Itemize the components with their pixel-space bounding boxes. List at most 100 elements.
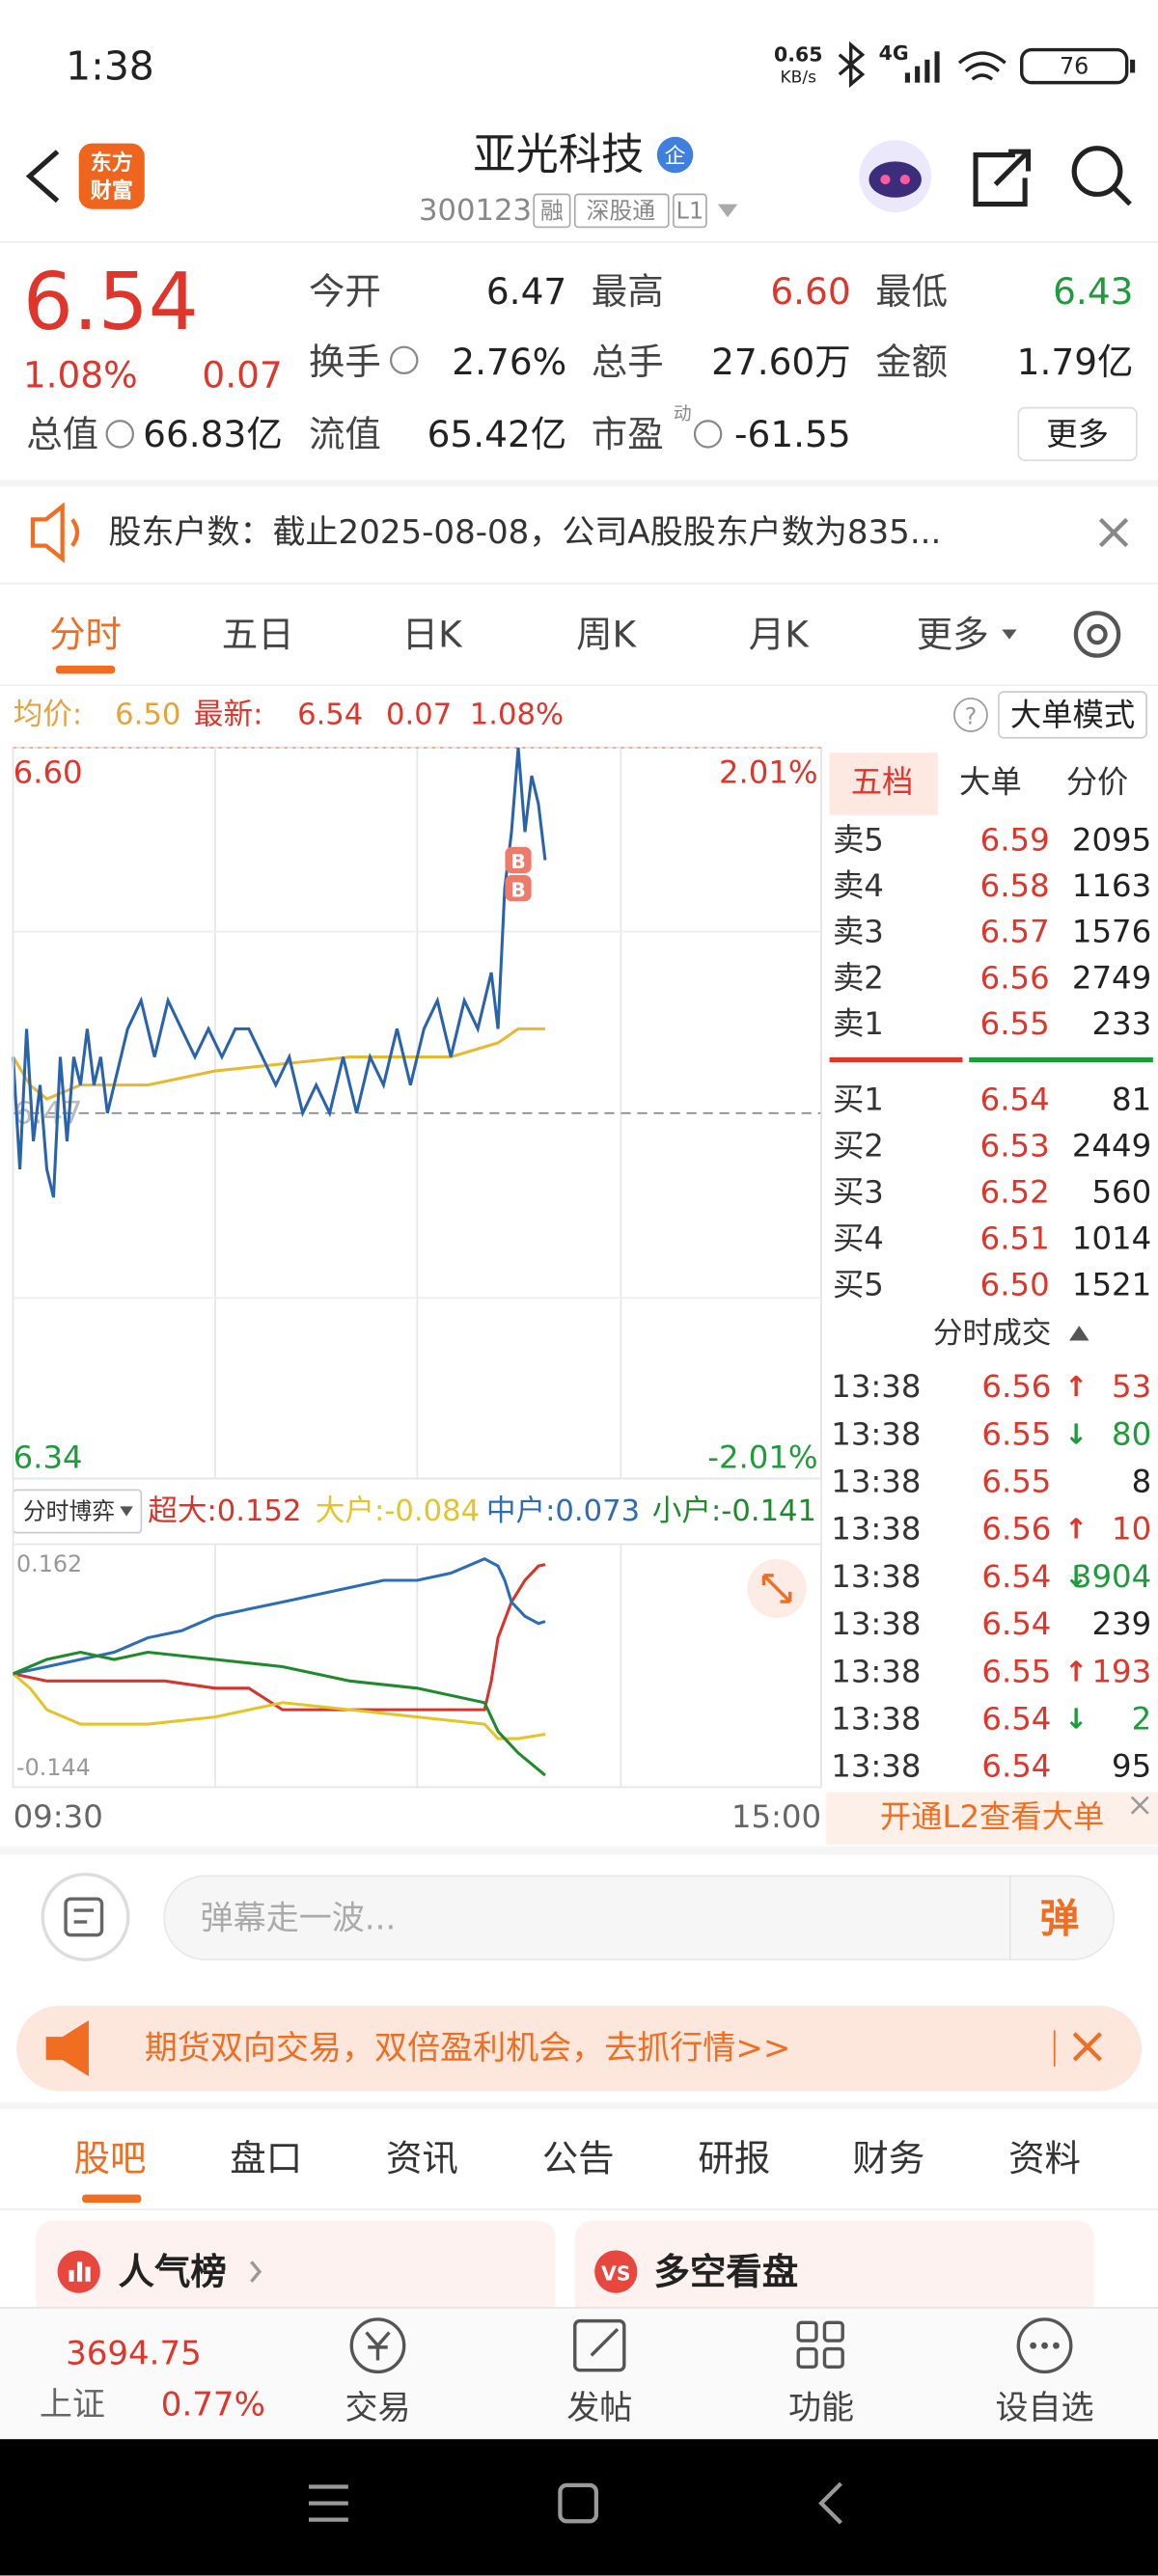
danmaku-button[interactable]: 弹 — [1039, 1896, 1079, 1942]
tab-more-arrow — [1002, 629, 1017, 640]
level-volume: 560 — [1091, 1173, 1151, 1210]
field-value: 6.47 — [486, 270, 566, 313]
icon-part[interactable] — [1073, 611, 1121, 658]
chart-tab[interactable]: 月K — [749, 614, 810, 656]
trade-marker-label: B — [510, 878, 526, 901]
func-icon — [796, 2320, 818, 2343]
sub-tab[interactable]: 资讯 — [386, 2137, 458, 2179]
banner-bg[interactable] — [16, 2005, 1142, 2092]
icon-part[interactable] — [1087, 623, 1108, 645]
orderbook-tab[interactable]: 大单 — [959, 764, 1022, 801]
trade-marker — [505, 846, 532, 874]
card-title[interactable]: 人气榜 — [119, 2251, 227, 2293]
field-value: 2.76% — [452, 341, 566, 383]
sub-tab[interactable]: 公告 — [542, 2137, 615, 2179]
banner-close[interactable] — [1072, 2032, 1102, 2062]
index-value[interactable]: 3694.75 — [66, 2335, 202, 2373]
icon-part — [590, 2327, 620, 2357]
trade-time: 13:38 — [831, 1605, 921, 1642]
l2-close[interactable] — [1130, 1795, 1149, 1815]
last-label: 最新: — [194, 698, 263, 731]
help-label[interactable]: ? — [965, 703, 978, 730]
trades-arrow — [1069, 1326, 1089, 1341]
banner-text[interactable]: 期货双向交易，双倍盈利机会，去抓行情>> — [145, 2029, 791, 2068]
flow-selector[interactable]: 分时博弈 — [23, 1497, 115, 1524]
settings-button[interactable] — [1073, 611, 1121, 658]
level-label: 卖5 — [833, 821, 884, 858]
icon-part — [822, 2346, 844, 2369]
icon-part[interactable] — [1112, 185, 1132, 206]
tab-underline — [55, 665, 116, 674]
divider-band — [0, 1846, 1158, 1855]
chart-tab[interactable]: 更多 — [917, 614, 989, 656]
price: 6.54 — [23, 257, 199, 348]
sub-tab[interactable]: 资料 — [1008, 2137, 1081, 2179]
share-button[interactable] — [973, 149, 1032, 207]
trade-dir: ↑ — [1064, 1655, 1088, 1687]
chart-tab[interactable]: 周K — [576, 614, 637, 656]
nav-item[interactable]: 功能 — [788, 2389, 854, 2427]
card-bg[interactable] — [36, 2220, 556, 2319]
trade-price: 6.54 — [981, 1700, 1051, 1737]
trade-volume: 10 — [1112, 1511, 1151, 1548]
signal-bar — [934, 51, 940, 83]
last-value: 6.54 — [297, 698, 363, 731]
icon-part — [796, 2346, 818, 2369]
search-button[interactable] — [1071, 146, 1132, 206]
card-title[interactable]: 多空看盘 — [653, 2251, 798, 2293]
icon-part[interactable] — [41, 1872, 130, 1961]
icon-part[interactable] — [761, 1574, 792, 1603]
l2-label[interactable]: 开通L2查看大单 — [880, 1798, 1105, 1835]
comment-input[interactable] — [163, 1875, 1115, 1961]
expand-button[interactable] — [747, 1558, 807, 1619]
chart-tab[interactable]: 五日 — [222, 614, 294, 656]
card-chevron — [250, 2261, 262, 2283]
sub-tab[interactable]: 研报 — [698, 2137, 770, 2179]
nav-item[interactable]: 发帖 — [566, 2389, 632, 2427]
mode-button[interactable] — [998, 691, 1147, 739]
more-button[interactable] — [1017, 406, 1138, 461]
icon-part[interactable] — [64, 1897, 104, 1937]
mode-label[interactable]: 大单模式 — [1010, 697, 1135, 733]
level-price: 6.57 — [980, 914, 1050, 950]
card-bg[interactable] — [574, 2220, 1094, 2319]
comment-placeholder[interactable]: 弹幕走一波... — [201, 1900, 397, 1938]
trade-time: 13:38 — [831, 1511, 921, 1548]
orderbook-tab[interactable]: 分价 — [1066, 764, 1129, 801]
icon-part[interactable] — [880, 174, 891, 185]
level-price: 6.56 — [980, 959, 1050, 996]
chart-tab[interactable]: 日K — [402, 614, 463, 656]
nav-item[interactable]: 交易 — [345, 2389, 410, 2427]
level-volume: 1163 — [1072, 867, 1151, 904]
notice-close[interactable] — [1098, 517, 1129, 548]
icon-part — [573, 193, 670, 229]
icon-part[interactable] — [1071, 146, 1123, 197]
icon-part[interactable] — [899, 174, 910, 185]
sub-tab[interactable]: 财务 — [852, 2137, 924, 2179]
orderbook-tab[interactable]: 五档 — [851, 764, 914, 801]
vs-icon — [594, 2250, 638, 2293]
orderbook-tab-active — [829, 753, 938, 815]
vs-icon-label: VS — [601, 2261, 631, 2285]
system-nav-bar — [0, 2439, 1158, 2576]
badge: 企 — [665, 144, 686, 169]
l2-bar[interactable] — [826, 1792, 1158, 1846]
sub-tab[interactable]: 盘口 — [230, 2137, 302, 2179]
tag-boxes — [533, 193, 707, 229]
index-change[interactable]: 0.77% — [161, 2385, 265, 2424]
chart-tab[interactable]: 分时 — [49, 614, 122, 656]
icon-part[interactable] — [868, 161, 922, 198]
trade-volume: 95 — [1112, 1748, 1151, 1785]
net-speed: 0.65 — [774, 43, 822, 67]
field-value: 1.79亿 — [1017, 341, 1134, 383]
sub-tab[interactable]: 股吧 — [74, 2137, 147, 2179]
more-button-label[interactable]: 更多 — [1046, 416, 1109, 452]
back-button[interactable] — [25, 150, 60, 204]
trade-price: 6.56 — [981, 1511, 1051, 1548]
comment-icon[interactable] — [41, 1872, 130, 1961]
nav-item[interactable]: 设自选 — [996, 2389, 1094, 2427]
notice-text[interactable]: 股东户数：截止2025-08-08，公司A股股东户数为835... — [108, 513, 941, 552]
index-name[interactable]: 上证 — [40, 2385, 105, 2424]
field-label: 最低 — [875, 270, 948, 313]
robot-button[interactable] — [859, 140, 932, 213]
